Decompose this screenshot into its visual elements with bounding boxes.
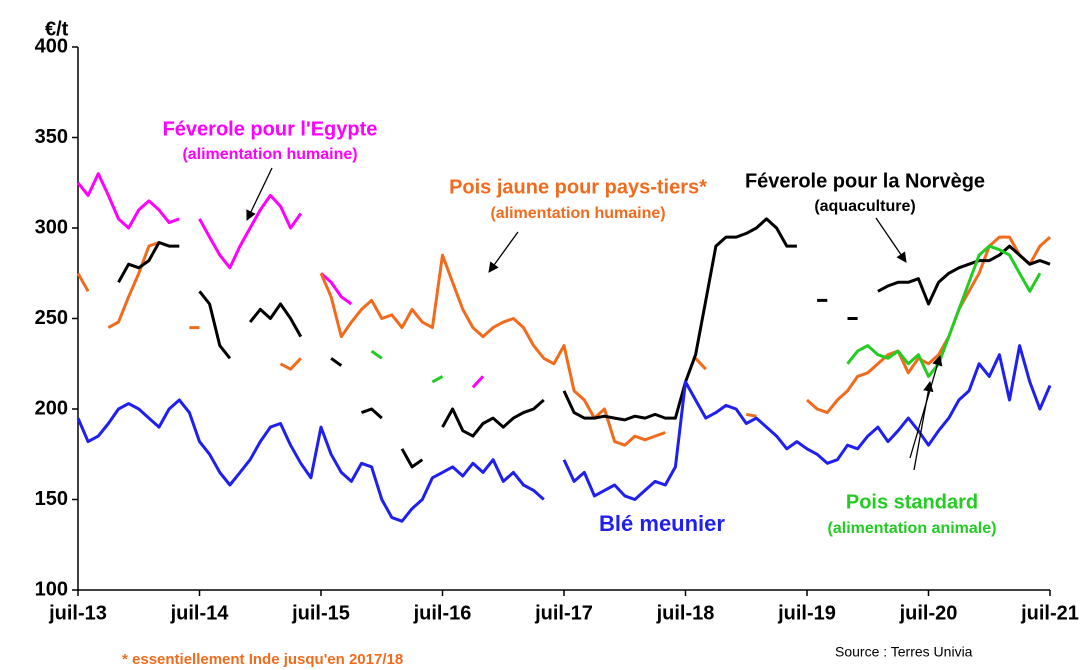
arrow xyxy=(488,231,519,273)
x-tick-label: juil-20 xyxy=(899,602,958,624)
arrow xyxy=(913,380,934,471)
x-tick-label: juil-14 xyxy=(170,602,230,624)
series-line xyxy=(76,344,1052,523)
series-line xyxy=(117,217,1051,469)
x-tick-label: juil-19 xyxy=(777,602,836,624)
annotation-note: (alimentation humaine) xyxy=(182,146,357,163)
annotation: Blé meunier xyxy=(599,511,725,536)
y-tick-label: 300 xyxy=(35,216,68,238)
source: Source : Terres Univia xyxy=(835,644,973,660)
annotation-note: (alimentation humaine) xyxy=(490,205,665,222)
arrow xyxy=(875,217,907,263)
arrow xyxy=(246,167,273,221)
x-tick-label: juil-15 xyxy=(291,602,350,624)
x-tick-label: juil-17 xyxy=(534,602,593,624)
annotation-note: (aquaculture) xyxy=(814,198,915,215)
annotation: Pois standard xyxy=(846,491,978,513)
x-tick-label: juil-21 xyxy=(1020,602,1079,624)
arrow xyxy=(909,355,943,459)
footnote: * essentiellement Inde jusqu'en 2017/18 xyxy=(122,651,403,668)
annotation: Pois jaune pour pays-tiers* xyxy=(449,176,707,198)
y-tick-label: 250 xyxy=(35,307,68,329)
x-tick-label: juil-13 xyxy=(48,602,107,624)
y-tick-label: 150 xyxy=(35,488,68,510)
series-line xyxy=(76,235,1051,447)
annotation-note: (alimentation animale) xyxy=(828,520,997,537)
x-tick-label: juil-16 xyxy=(413,602,472,624)
y-axis-label: €/t xyxy=(45,18,69,40)
annotation: Féverole pour l'Egypte xyxy=(163,118,378,140)
y-tick-label: 200 xyxy=(35,397,68,419)
annotation: Féverole pour la Norvège xyxy=(745,170,985,192)
series-line xyxy=(370,244,1042,384)
x-tick-label: juil-18 xyxy=(656,602,715,624)
series-line xyxy=(76,172,485,389)
y-tick-label: 350 xyxy=(35,126,68,148)
y-tick-label: 400 xyxy=(35,35,68,57)
y-tick-label: 100 xyxy=(35,578,68,600)
